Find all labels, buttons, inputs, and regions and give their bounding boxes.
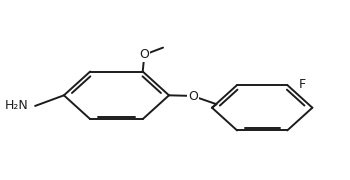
Text: O: O	[139, 48, 149, 61]
Text: F: F	[299, 78, 306, 91]
Text: H₂N: H₂N	[5, 100, 29, 112]
Text: O: O	[188, 90, 198, 103]
